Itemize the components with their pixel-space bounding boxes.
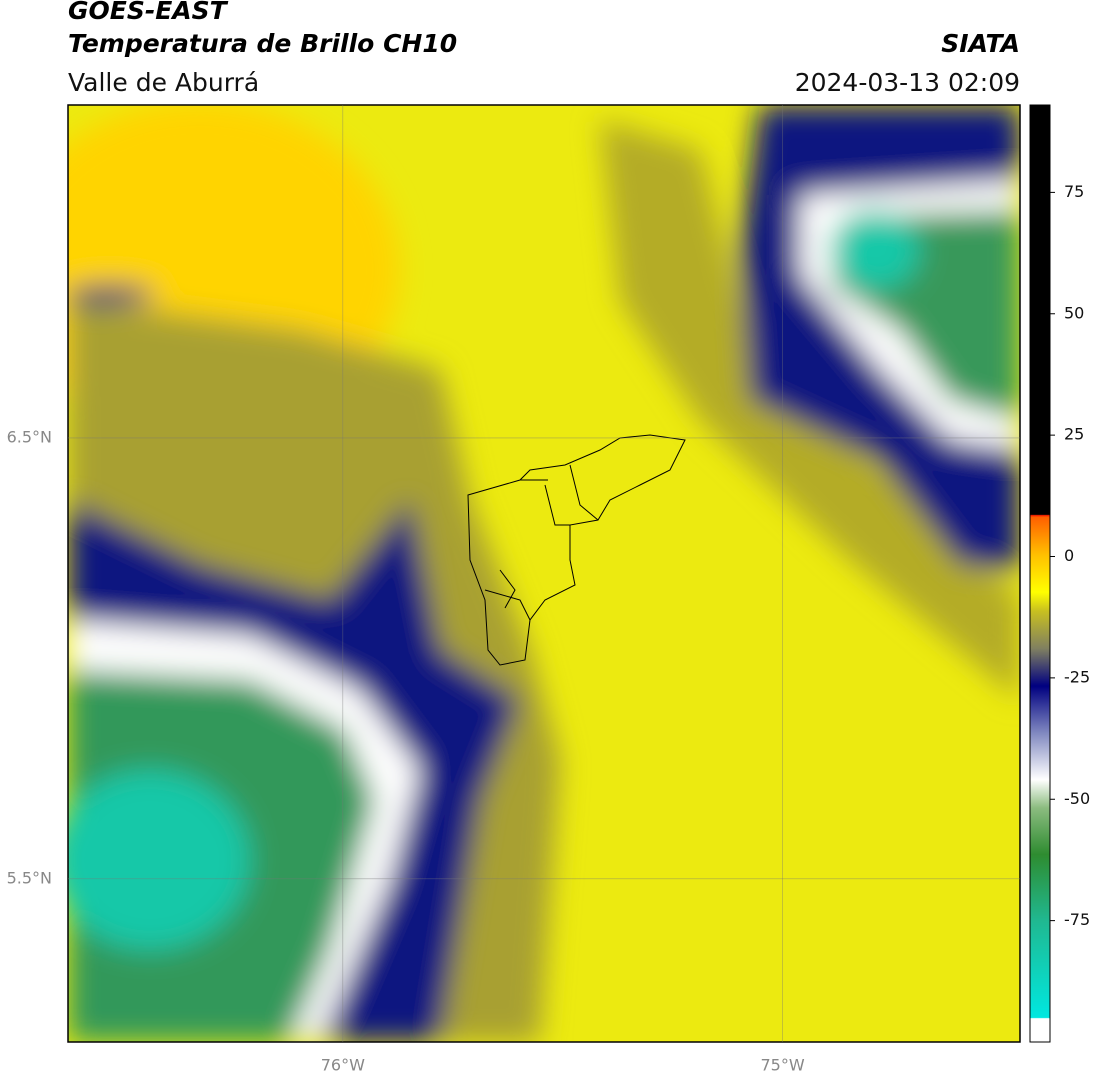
x-tick-label: 76°W (321, 1056, 365, 1075)
satellite-image (68, 105, 1020, 1042)
colorbar-tick-label: 0 (1064, 546, 1074, 565)
agency: SIATA (941, 29, 1020, 58)
subtitle-region: Valle de Aburrá (68, 68, 259, 97)
colorbar-tick-label: 75 (1064, 182, 1084, 201)
map-frame (67, 104, 1021, 1043)
y-tick-label: 6.5°N (7, 427, 52, 446)
colorbar-tick-label: -75 (1064, 910, 1090, 929)
municipality-outlines (467, 434, 686, 666)
colorbar (1029, 104, 1051, 1043)
x-tick-label: 75°W (760, 1056, 804, 1075)
colorbar-tick-label: -50 (1064, 789, 1090, 808)
colorbar-tick-label: -25 (1064, 667, 1090, 686)
colorbar-tick-label: 25 (1064, 425, 1084, 444)
title-product: Temperatura de Brillo CH10 (68, 29, 457, 58)
datetime: 2024-03-13 02:09 (795, 68, 1020, 97)
colorbar-tick-label: 50 (1064, 303, 1084, 322)
title-satellite: GOES-EAST (68, 0, 229, 25)
y-tick-label: 5.5°N (7, 868, 52, 887)
